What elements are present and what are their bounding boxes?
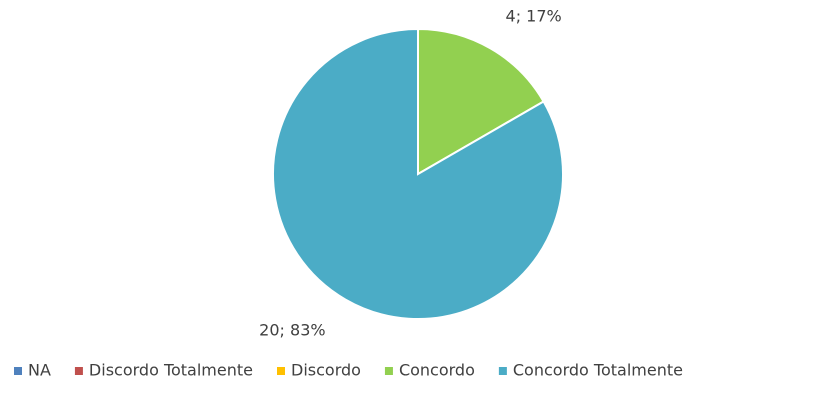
pie-slice — [417, 27, 545, 176]
legend-label: NA — [28, 361, 51, 380]
legend-marker — [74, 367, 83, 375]
legend-label: Concordo — [399, 361, 475, 380]
data-label: 4; 17% — [506, 7, 562, 26]
legend-marker — [14, 367, 22, 375]
legend-label: Discordo — [291, 361, 361, 380]
legend-marker — [498, 367, 507, 375]
data-label: 20; 83% — [259, 320, 325, 339]
legend-label: Concordo Totalmente — [513, 361, 683, 380]
legend-label: Discordo Totalmente — [89, 361, 253, 380]
legend-marker — [384, 367, 393, 375]
legend-marker — [277, 367, 285, 375]
pie-slice — [272, 27, 564, 320]
